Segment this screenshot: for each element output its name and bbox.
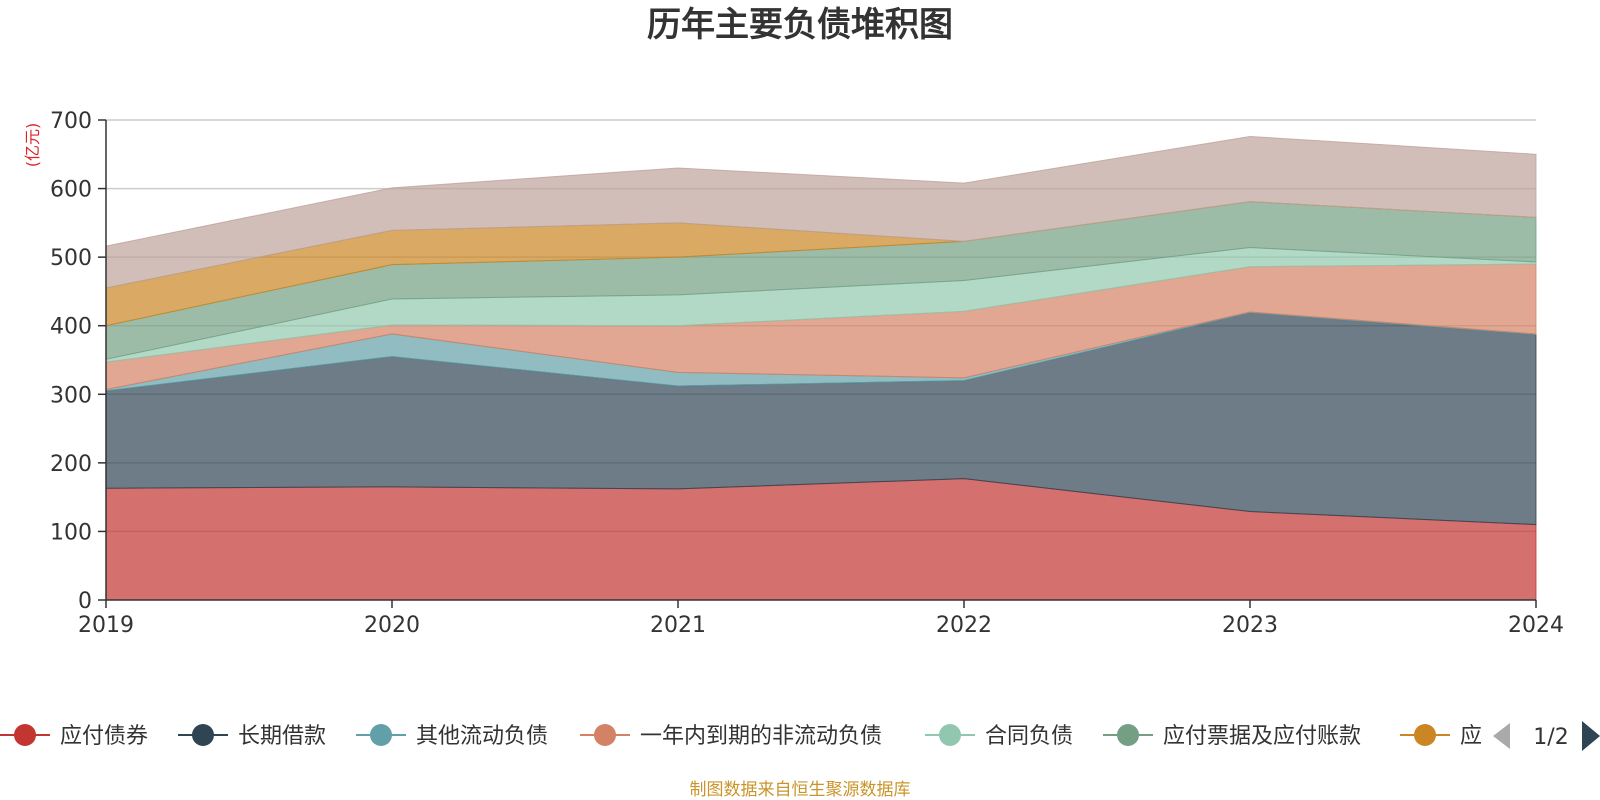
y-tick-label: 700 — [50, 109, 92, 134]
x-tick-label: 2023 — [1222, 613, 1278, 638]
legend-item-4[interactable]: 合同负债 — [925, 724, 1073, 749]
area-series-group — [105, 135, 1537, 601]
area-series-7[interactable] — [105, 135, 1537, 289]
legend-page-indicator: 1/2 — [1533, 725, 1568, 750]
x-tick-label: 2020 — [364, 613, 420, 638]
legend: 应付债券 长期借款 其他流动负债 一年内到期的非流动负债 合同负债 应付票据及应付账款 应 1… — [0, 721, 1600, 751]
legend-marker — [1414, 724, 1436, 746]
y-tick-label: 400 — [50, 315, 92, 340]
legend-label: 长期借款 — [238, 724, 326, 749]
legend-next-page-icon[interactable] — [1582, 721, 1600, 751]
legend-item-5[interactable]: 应付票据及应付账款 — [1103, 724, 1361, 749]
legend-label: 一年内到期的非流动负债 — [640, 724, 882, 749]
x-tick-label: 2021 — [650, 613, 706, 638]
axes: 0 100 200 300 400 500 600 700 2019 2020 2021 2022 20… — [50, 109, 1564, 638]
y-unit-label: (亿元) — [23, 123, 42, 168]
legend-label: 其他流动负债 — [416, 724, 548, 749]
legend-item-6[interactable]: 应 — [1400, 724, 1482, 749]
legend-label: 应付票据及应付账款 — [1163, 724, 1361, 749]
y-tick-label: 600 — [50, 178, 92, 203]
y-tick-label: 500 — [50, 246, 92, 271]
x-tick-label: 2022 — [936, 613, 992, 638]
y-tick-label: 0 — [78, 589, 92, 614]
legend-item-3[interactable]: 一年内到期的非流动负债 — [580, 724, 882, 749]
legend-label: 应 — [1460, 724, 1482, 749]
legend-marker — [1117, 724, 1139, 746]
legend-marker — [939, 724, 961, 746]
x-tick-label: 2024 — [1508, 613, 1564, 638]
y-tick-label: 100 — [50, 520, 92, 545]
x-tick-label: 2019 — [78, 613, 134, 638]
legend-marker — [594, 724, 616, 746]
chart-title: 历年主要负债堆积图 — [647, 5, 953, 45]
legend-prev-page-icon[interactable] — [1493, 723, 1510, 749]
data-source-note: 制图数据来自恒生聚源数据库 — [690, 780, 911, 800]
legend-item-1[interactable]: 长期借款 — [178, 724, 326, 749]
legend-item-2[interactable]: 其他流动负债 — [356, 724, 548, 749]
legend-marker — [14, 724, 36, 746]
y-tick-label: 300 — [50, 383, 92, 408]
legend-marker — [192, 724, 214, 746]
y-tick-label: 200 — [50, 452, 92, 477]
legend-item-0[interactable]: 应付债券 — [0, 724, 148, 749]
legend-label: 应付债券 — [60, 724, 148, 749]
legend-label: 合同负债 — [985, 724, 1073, 749]
legend-marker — [370, 724, 392, 746]
